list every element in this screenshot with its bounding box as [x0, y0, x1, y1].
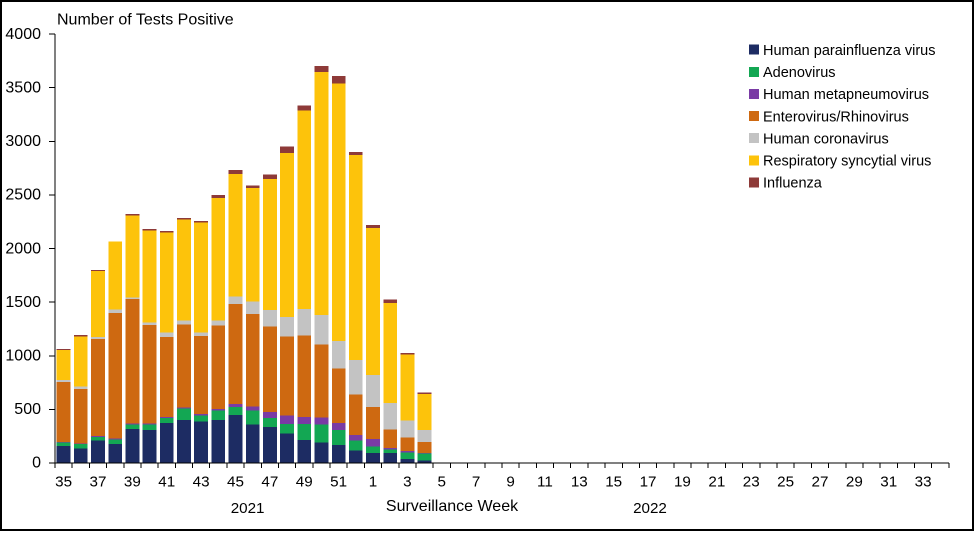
svg-text:37: 37 [90, 474, 107, 491]
svg-text:2500: 2500 [5, 187, 41, 204]
svg-text:Adenovirus: Adenovirus [763, 65, 836, 81]
svg-text:Human metapneumovirus: Human metapneumovirus [763, 87, 929, 103]
svg-text:4000: 4000 [5, 26, 41, 43]
svg-text:Respiratory syncytial virus: Respiratory syncytial virus [763, 154, 931, 170]
svg-text:25: 25 [777, 474, 794, 491]
svg-text:39: 39 [124, 474, 141, 491]
svg-text:1000: 1000 [5, 347, 41, 364]
svg-text:9: 9 [506, 474, 514, 491]
svg-text:3: 3 [403, 474, 411, 491]
svg-text:45: 45 [227, 474, 244, 491]
svg-text:Influenza: Influenza [763, 176, 823, 192]
svg-text:5: 5 [438, 474, 446, 491]
svg-text:47: 47 [261, 474, 278, 491]
svg-text:31: 31 [880, 474, 897, 491]
svg-text:3000: 3000 [5, 133, 41, 150]
svg-text:2022: 2022 [633, 500, 667, 517]
svg-text:33: 33 [915, 474, 932, 491]
svg-text:3500: 3500 [5, 79, 41, 96]
svg-text:51: 51 [330, 474, 347, 491]
svg-text:Human coronavirus: Human coronavirus [763, 131, 889, 147]
svg-text:41: 41 [158, 474, 175, 491]
svg-text:Enterovirus/Rhinovirus: Enterovirus/Rhinovirus [763, 109, 909, 125]
svg-text:Number of Tests Positive: Number of Tests Positive [57, 11, 234, 28]
svg-text:19: 19 [674, 474, 691, 491]
svg-text:17: 17 [640, 474, 657, 491]
svg-text:2021: 2021 [231, 500, 265, 517]
svg-text:1500: 1500 [5, 294, 41, 311]
svg-text:29: 29 [846, 474, 863, 491]
svg-text:Surveillance Week: Surveillance Week [386, 498, 519, 515]
svg-text:49: 49 [296, 474, 313, 491]
svg-text:500: 500 [14, 401, 41, 418]
svg-text:21: 21 [708, 474, 725, 491]
svg-text:1: 1 [369, 474, 377, 491]
svg-text:11: 11 [537, 474, 553, 491]
svg-text:23: 23 [743, 474, 760, 491]
svg-text:43: 43 [193, 474, 210, 491]
svg-text:Human parainfluenza virus: Human parainfluenza virus [763, 43, 935, 59]
svg-text:35: 35 [55, 474, 72, 491]
svg-text:7: 7 [472, 474, 480, 491]
svg-text:13: 13 [571, 474, 588, 491]
svg-text:15: 15 [605, 474, 622, 491]
svg-text:0: 0 [32, 455, 41, 472]
svg-text:2000: 2000 [5, 240, 41, 257]
svg-text:27: 27 [812, 474, 829, 491]
